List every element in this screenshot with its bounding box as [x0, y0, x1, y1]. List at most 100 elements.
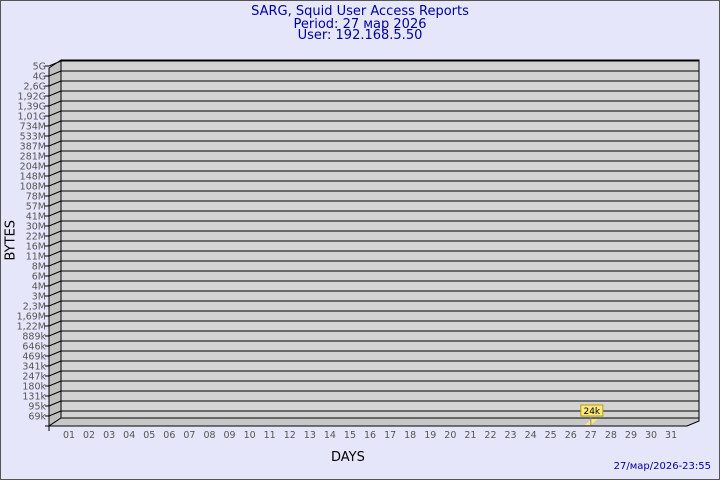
gridline-side [48, 300, 62, 307]
chart-subtitle-user: User: 192.168.5.50 [297, 28, 423, 43]
gridline-side [48, 330, 62, 337]
y-tick-label: 1,39G [17, 102, 46, 113]
x-tick-label: 23 [504, 430, 516, 441]
y-tick-label: 3M [32, 292, 46, 303]
y-tick-label: 204M [20, 162, 46, 173]
gridline-side [48, 80, 62, 87]
y-tick-label: 4M [32, 282, 46, 293]
x-tick-label: 13 [304, 430, 316, 441]
y-tick-label: 16M [26, 242, 46, 253]
x-tick-label: 28 [605, 430, 617, 441]
x-tick-label: 16 [364, 430, 376, 441]
x-tick-label: 29 [625, 430, 637, 441]
gridline-side [48, 160, 62, 167]
timestamp: 27/мар/2026-23:55 [613, 461, 711, 472]
bar-label-box [580, 404, 604, 417]
x-tick-label: 14 [324, 430, 336, 441]
x-axis-label: DAYS [331, 450, 365, 465]
y-tick-label: 387M [20, 142, 46, 153]
x-tick-label: 09 [224, 430, 236, 441]
y-tick-label: 6M [32, 272, 46, 283]
x-tick-label: 20 [444, 430, 456, 441]
gridline-side [48, 230, 62, 237]
x-tick-label: 07 [183, 430, 195, 441]
gridline-side [48, 150, 62, 157]
plot-floor [47, 417, 700, 427]
x-tick-label: 18 [404, 430, 416, 441]
y-tick-label: 4G [33, 72, 46, 83]
gridline-side [48, 240, 62, 247]
gridline-side [48, 130, 62, 137]
y-tick-label: 78M [26, 192, 46, 203]
y-tick-label: 95k [28, 402, 46, 413]
bar-label: 24k [583, 407, 600, 417]
y-tick-label: 69k [28, 412, 46, 423]
y-tick-label: 2,3M [23, 302, 46, 313]
x-tick-label: 26 [565, 430, 577, 441]
gridline-side [48, 200, 62, 207]
x-tick-label: 03 [103, 430, 115, 441]
gridline-side [48, 170, 62, 177]
y-tick-label: 734M [20, 122, 46, 133]
y-tick-label: 5G [33, 62, 46, 73]
y-tick-label: 131k [22, 392, 46, 403]
gridline-side [48, 120, 62, 127]
x-tick-label: 05 [143, 430, 155, 441]
y-tick-label: 22M [26, 232, 46, 243]
gridline-side [48, 140, 62, 147]
y-tick-label: 2,6G [24, 82, 46, 93]
gridline-side [48, 320, 62, 327]
y-tick-label: 533M [20, 132, 46, 143]
y-tick-label: 1,01G [17, 112, 46, 123]
gridline-side [48, 370, 62, 377]
plot-back-wall [60, 59, 700, 419]
x-tick-label: 15 [344, 430, 356, 441]
gridline-side [48, 310, 62, 317]
gridline-side [48, 110, 62, 117]
x-tick-label: 30 [645, 430, 657, 441]
gridline-side [48, 410, 62, 417]
y-tick-label: 180k [22, 382, 46, 393]
y-tick-label: 469k [22, 352, 46, 363]
y-axis-label: BYTES [3, 219, 19, 261]
chart-subtitle-period: Period: 27 мар 2026 [293, 17, 427, 32]
y-tick-label: 1,22M [17, 322, 46, 333]
x-tick-label: 11 [264, 430, 276, 441]
gridline-side [48, 90, 62, 97]
gridline-side [48, 60, 62, 67]
gridline-side [48, 280, 62, 287]
gridline-side [48, 390, 62, 397]
x-tick-label: 25 [545, 430, 557, 441]
x-tick-label: 19 [424, 430, 436, 441]
x-tick-label: 10 [244, 430, 256, 441]
chart-title: SARG, Squid User Access Reports [251, 4, 469, 19]
x-tick-label: 22 [484, 430, 496, 441]
y-tick-label: 41M [26, 212, 46, 223]
y-tick-label: 1,92G [17, 92, 46, 103]
x-tick-label: 27 [585, 430, 597, 441]
x-tick-label: 04 [123, 430, 135, 441]
gridline-side [48, 210, 62, 217]
y-tick-label: 341k [22, 362, 46, 373]
x-tick-label: 21 [464, 430, 476, 441]
x-tick-label: 17 [384, 430, 396, 441]
x-tick-label: 01 [63, 430, 75, 441]
x-tick-label: 31 [665, 430, 677, 441]
gridline-side [48, 360, 62, 367]
y-tick-label: 8M [32, 262, 46, 273]
x-tick-label: 06 [163, 430, 175, 441]
x-tick-label: 12 [284, 430, 296, 441]
x-tick-label: 24 [525, 430, 537, 441]
y-tick-label: 1,69M [17, 312, 46, 323]
x-tick-label: 08 [203, 430, 215, 441]
y-tick-label: 11M [26, 252, 46, 263]
y-tick-label: 889k [22, 332, 46, 343]
gridline-side [48, 180, 62, 187]
gridline-side [48, 350, 62, 357]
gridline-side [48, 340, 62, 347]
gridline-side [48, 190, 62, 197]
gridline-side [48, 250, 62, 257]
y-tick-label: 646k [22, 342, 46, 353]
